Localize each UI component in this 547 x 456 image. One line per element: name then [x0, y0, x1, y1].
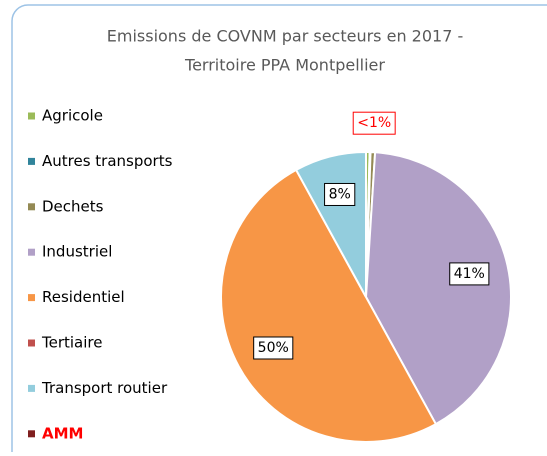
- legend-label: Autres transports: [42, 152, 173, 170]
- legend-label: Agricole: [42, 107, 103, 125]
- chart-title: Territoire PPA Montpellier: [184, 56, 385, 75]
- value-label: 8%: [329, 186, 351, 202]
- legend-label: Dechets: [42, 197, 104, 215]
- legend-marker: [28, 430, 35, 438]
- label-box: [449, 262, 490, 286]
- pie-slice: [219, 168, 438, 444]
- legend-label: Residentiel: [42, 288, 125, 306]
- legend-marker: [28, 112, 35, 120]
- legend-marker: [28, 294, 35, 302]
- label-box: [352, 111, 396, 135]
- legend-marker: [28, 384, 35, 392]
- value-label: 50%: [258, 340, 289, 356]
- legend-label: Transport routier: [41, 379, 168, 397]
- legend-marker: [28, 248, 35, 256]
- legend-label: Tertiaire: [41, 334, 102, 352]
- legend-marker: [28, 157, 35, 165]
- legend-label: Industriel: [42, 243, 112, 261]
- label-box: [324, 182, 356, 206]
- value-label: 41%: [454, 266, 485, 282]
- legend-label: AMM: [42, 424, 83, 442]
- legend-marker: [28, 339, 35, 347]
- label-box: [253, 336, 294, 360]
- pie-slice: [364, 151, 512, 426]
- value-label: <1%: [357, 115, 391, 131]
- chart-title: Emissions de COVNM par secteurs en 2017 …: [107, 27, 464, 46]
- legend-marker: [28, 203, 35, 211]
